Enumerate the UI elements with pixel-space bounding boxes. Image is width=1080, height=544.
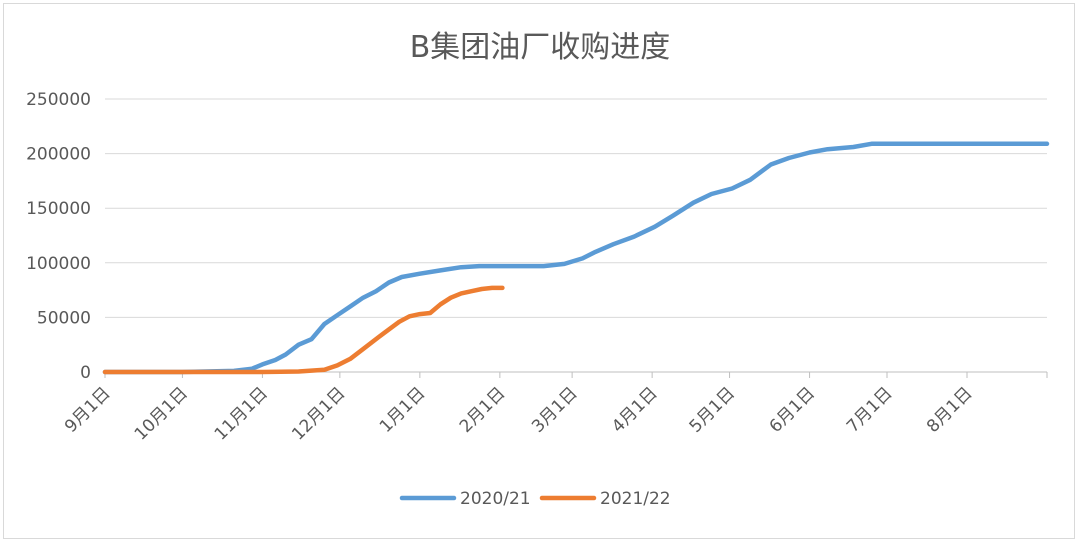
y-tick-label: 250000	[26, 90, 91, 110]
x-tick-label: 8月1日	[923, 383, 976, 436]
x-tick-label: 12月1日	[288, 383, 349, 444]
x-tick-label: 1月1日	[376, 383, 429, 436]
grid-lines	[105, 98, 1047, 318]
line-chart: B集团油厂收购进度 0 50000 100000 150000 200000 250000…	[26, 30, 1050, 509]
x-tick-label: 3月1日	[528, 383, 581, 436]
y-axis: 0 50000 100000 150000 200000 250000	[26, 90, 91, 383]
series-line-2020-21	[102, 141, 1050, 375]
y-tick-label: 0	[80, 363, 91, 383]
x-tick-label: 7月1日	[843, 383, 896, 436]
chart-title: B集团油厂收购进度	[410, 30, 671, 65]
legend-label: 2020/21	[460, 489, 531, 509]
series-layer	[102, 141, 1050, 375]
y-tick-label: 200000	[26, 145, 91, 165]
legend: 2020/21 2021/22	[399, 489, 671, 509]
legend-label: 2021/22	[600, 489, 671, 509]
x-tick-label: 11月1日	[211, 383, 272, 444]
x-tick-label: 6月1日	[766, 383, 819, 436]
y-tick-label: 100000	[26, 254, 91, 274]
chart-frame: B集团油厂收购进度 0 50000 100000 150000 200000 250000…	[3, 3, 1075, 539]
x-tick-label: 4月1日	[608, 383, 661, 436]
x-tick-label: 9月1日	[61, 383, 114, 436]
x-axis: 9月1日 10月1日 11月1日 12月1日 1月1日 2月1日 3月1日 4月1日 5月1日 6…	[61, 371, 1048, 445]
y-tick-label: 150000	[26, 199, 91, 219]
x-tick-label: 2月1日	[456, 383, 509, 436]
x-tick-label: 10月1日	[131, 383, 192, 444]
series-line-2021-22	[102, 285, 505, 375]
x-tick-label: 5月1日	[686, 383, 739, 436]
y-tick-label: 50000	[37, 308, 91, 328]
